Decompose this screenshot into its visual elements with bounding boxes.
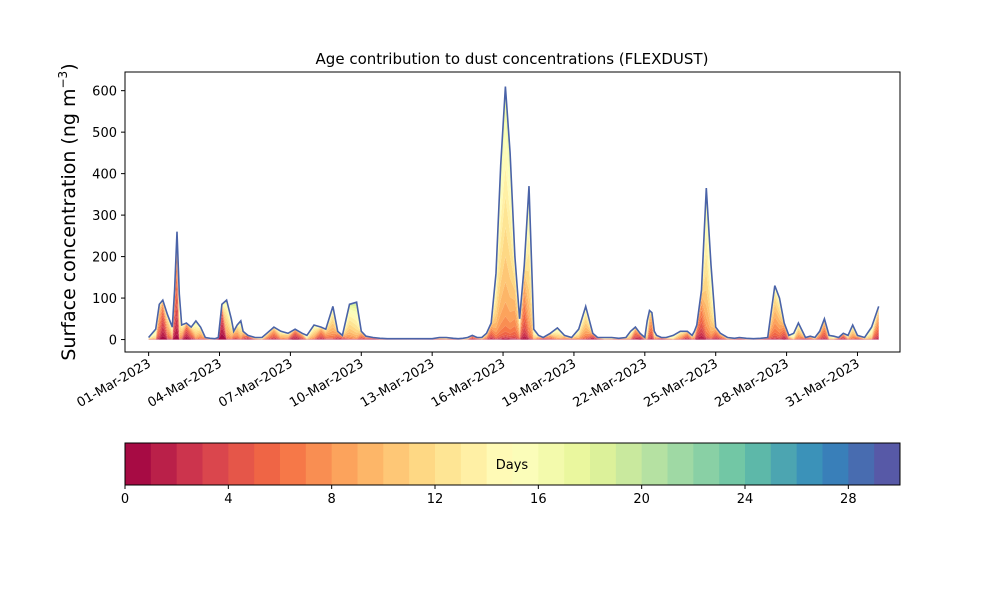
colorbar-bin bbox=[254, 443, 281, 485]
total-concentration-line bbox=[147, 86, 880, 340]
colorbar-bin bbox=[150, 443, 178, 485]
colorbar-label: Days bbox=[496, 458, 529, 473]
colorbar-bin bbox=[176, 443, 203, 485]
x-tick-label: 07-Mar-2023 bbox=[216, 356, 295, 410]
colorbar-bin bbox=[848, 443, 875, 485]
age-band-area bbox=[148, 196, 879, 340]
colorbar-bin bbox=[745, 443, 772, 485]
colorbar-bin bbox=[512, 443, 539, 485]
colorbar-bin bbox=[641, 443, 668, 485]
age-band-area bbox=[148, 252, 879, 340]
y-tick-label: 500 bbox=[92, 126, 117, 141]
colorbar-bin bbox=[796, 443, 823, 485]
colorbar-bin bbox=[383, 443, 410, 485]
colorbar-tick-label: 24 bbox=[737, 492, 754, 507]
colorbar-bin bbox=[228, 443, 255, 485]
y-tick-label: 100 bbox=[92, 292, 117, 307]
colorbar-bin bbox=[538, 443, 565, 485]
x-axis-ticks: 01-Mar-202304-Mar-202307-Mar-202310-Mar-… bbox=[74, 352, 862, 411]
colorbar-tick-label: 4 bbox=[224, 492, 232, 507]
y-axis-label-superscript: −3 bbox=[56, 71, 70, 89]
colorbar-bin bbox=[125, 443, 152, 485]
colorbar-tick-label: 20 bbox=[633, 492, 650, 507]
colorbar-bin bbox=[409, 443, 436, 485]
colorbar-bin bbox=[305, 443, 333, 485]
colorbar-bin bbox=[615, 443, 643, 485]
age-band-area bbox=[148, 227, 879, 340]
colorbar-bin bbox=[590, 443, 617, 485]
colorbar-bin bbox=[331, 443, 358, 485]
colorbar-tick-label: 8 bbox=[328, 492, 336, 507]
colorbar-frame bbox=[124, 442, 901, 486]
colorbar-bin bbox=[770, 443, 798, 485]
x-tick-label: 04-Mar-2023 bbox=[145, 356, 224, 410]
colorbar-bin bbox=[667, 443, 694, 485]
x-tick-label: 19-Mar-2023 bbox=[500, 356, 579, 410]
colorbar-bin bbox=[460, 443, 488, 485]
colorbar-bin bbox=[693, 443, 720, 485]
colorbar-tick-label: 16 bbox=[530, 492, 547, 507]
colorbar: Days 0 4 8 12 16 20 24 28 bbox=[121, 442, 901, 507]
x-tick-label: 16-Mar-2023 bbox=[429, 356, 508, 410]
y-tick-label: 200 bbox=[92, 251, 117, 266]
age-band-area bbox=[148, 236, 879, 340]
y-tick-label: 0 bbox=[109, 334, 117, 349]
colorbar-bin bbox=[435, 443, 462, 485]
colorbar-bin bbox=[486, 443, 513, 485]
plot-frame bbox=[124, 71, 901, 353]
colorbar-bin bbox=[874, 443, 901, 485]
colorbar-bin bbox=[280, 443, 307, 485]
x-tick-label: 22-Mar-2023 bbox=[571, 356, 650, 410]
colorbar-bin bbox=[202, 443, 229, 485]
y-axis-ticks: 0 100 200 300 400 500 600 bbox=[92, 85, 125, 349]
x-tick-label: 31-Mar-2023 bbox=[783, 356, 862, 410]
x-tick-label: 25-Mar-2023 bbox=[642, 356, 721, 410]
age-band-area bbox=[148, 333, 879, 340]
y-tick-label: 300 bbox=[92, 209, 117, 224]
age-band-area bbox=[148, 166, 879, 340]
colorbar-bin bbox=[564, 443, 591, 485]
colorbar-bin bbox=[357, 443, 384, 485]
y-tick-label: 400 bbox=[92, 168, 117, 183]
x-tick-label: 01-Mar-2023 bbox=[74, 356, 153, 410]
colorbar-tick-label: 28 bbox=[840, 492, 857, 507]
x-tick-label: 28-Mar-2023 bbox=[712, 356, 791, 410]
x-tick-label: 10-Mar-2023 bbox=[287, 356, 366, 410]
colorbar-bin bbox=[719, 443, 746, 485]
colorbar-tick-label: 12 bbox=[427, 492, 444, 507]
colorbar-bin bbox=[822, 443, 849, 485]
y-axis-label-close: ) bbox=[58, 63, 80, 70]
y-axis-label: Surface concentration (ng m−3) bbox=[56, 63, 80, 360]
colorbar-tick-label: 0 bbox=[121, 492, 129, 507]
chart-title: Age contribution to dust concentrations … bbox=[316, 50, 709, 68]
series-layer bbox=[147, 86, 880, 340]
y-tick-label: 600 bbox=[92, 85, 117, 100]
x-tick-label: 13-Mar-2023 bbox=[358, 356, 437, 410]
